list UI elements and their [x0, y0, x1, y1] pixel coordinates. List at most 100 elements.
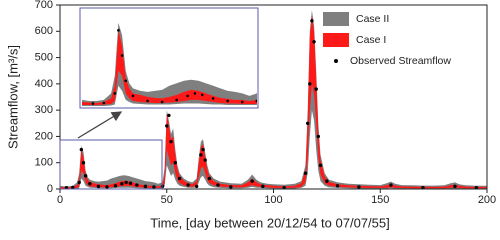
observed-point	[336, 85, 339, 88]
observed-point	[389, 183, 393, 187]
observed-point	[463, 102, 466, 105]
observed-point	[81, 161, 86, 165]
observed-point	[165, 124, 169, 128]
observed-point	[335, 184, 340, 188]
observed-point	[250, 179, 254, 183]
observed-point	[314, 87, 318, 91]
x-tick-label: 0	[57, 194, 63, 206]
x-axis-label: Time, [day between 20/12/54 to 07/07/55]	[150, 215, 389, 230]
observed-point	[96, 184, 101, 189]
observed-point	[160, 100, 164, 104]
observed-point	[203, 158, 207, 162]
observed-point	[474, 185, 479, 189]
observed-point	[64, 185, 69, 189]
zoom-arrow	[77, 111, 123, 139]
y-axis-label: Streamflow, [m³/s]	[5, 45, 20, 149]
observed-point	[453, 184, 457, 189]
y-tick-label: 400	[35, 78, 53, 90]
observed-point	[201, 147, 205, 152]
observed-point	[207, 176, 212, 181]
observed-point	[71, 185, 75, 189]
zoom-box	[59, 139, 163, 190]
observed-point	[193, 92, 197, 95]
legend-swatch	[323, 33, 349, 47]
observed-point	[427, 100, 430, 103]
x-tick-label: 100	[264, 194, 282, 206]
observed-point	[408, 90, 411, 93]
inset	[82, 14, 466, 106]
observed-point	[316, 134, 321, 139]
observed-point	[199, 153, 203, 157]
observed-point	[310, 19, 314, 23]
observed-point	[143, 184, 148, 189]
observed-point	[229, 185, 233, 189]
y-tick-label: 100	[35, 157, 53, 169]
observed-point	[169, 139, 173, 144]
observed-point	[261, 184, 265, 189]
observed-point	[200, 93, 204, 97]
y-tick-label: 700	[35, 0, 53, 11]
observed-point	[240, 100, 244, 104]
observed-point	[328, 49, 331, 52]
y-tick-label: 500	[35, 51, 53, 63]
observed-point	[325, 179, 329, 183]
observed-point	[186, 94, 189, 98]
observed-point	[120, 182, 124, 186]
observed-point	[102, 101, 106, 105]
observed-point	[113, 92, 117, 95]
band	[82, 30, 257, 105]
band	[60, 15, 487, 189]
observed-point	[372, 101, 375, 104]
observed-point	[194, 184, 199, 189]
observed-point	[226, 99, 229, 103]
observed-point	[128, 181, 133, 185]
observed-point	[303, 171, 308, 175]
observed-point	[350, 97, 353, 100]
observed-point	[79, 147, 84, 152]
observed-point	[299, 97, 302, 100]
observed-point	[113, 184, 118, 188]
observed-point	[318, 163, 323, 168]
observed-point	[83, 174, 88, 178]
y-tick-label: 200	[35, 130, 53, 142]
observed-point	[77, 180, 81, 185]
observed-point	[277, 54, 280, 57]
legend-label: Observed Streamflow	[350, 55, 451, 67]
observed-point	[285, 85, 288, 88]
observed-point	[120, 54, 124, 57]
observed-point	[175, 98, 178, 102]
observed-point	[173, 161, 177, 165]
observed-point	[152, 185, 156, 189]
y-tick-label: 300	[35, 104, 53, 116]
plot-area	[60, 10, 487, 189]
observed-point	[124, 180, 128, 185]
legend-label: Case II	[356, 13, 389, 25]
observed-point	[270, 14, 273, 17]
y-tick-label: 600	[35, 25, 53, 37]
observed-point	[216, 183, 220, 187]
legend-swatch	[323, 12, 349, 26]
observed-point	[91, 102, 95, 105]
observed-point	[124, 79, 128, 83]
x-tick-label: 150	[371, 194, 389, 206]
observed-point	[211, 97, 215, 100]
observed-point	[146, 99, 149, 103]
observed-point	[255, 99, 257, 103]
observed-point	[308, 82, 312, 86]
observed-point	[177, 176, 182, 181]
observed-point	[131, 94, 135, 98]
legend-marker	[334, 59, 338, 63]
x-tick-label: 200	[478, 194, 496, 206]
observed-point	[305, 121, 310, 125]
observed-point	[117, 29, 120, 32]
observed-point	[105, 185, 109, 189]
observed-point	[88, 182, 92, 186]
observed-point	[325, 29, 328, 32]
observed-point	[186, 183, 190, 187]
observed-point	[421, 185, 425, 189]
observed-point	[357, 185, 361, 189]
observed-point	[167, 113, 171, 118]
y-tick-label: 0	[47, 183, 53, 195]
observed-point	[312, 40, 316, 44]
